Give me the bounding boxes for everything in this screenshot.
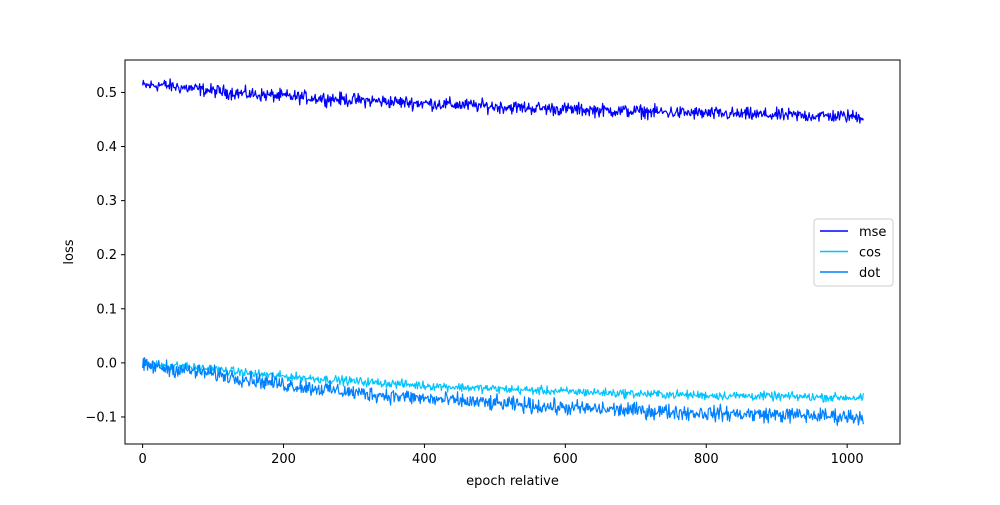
legend-label-cos: cos: [859, 246, 881, 261]
x-axis: 0 200 400 600 800 1000: [138, 444, 864, 467]
series-line-cos: [142, 360, 864, 403]
x-tick-label: 800: [694, 452, 719, 467]
x-tick-label: 400: [412, 452, 437, 467]
x-tick-label: 0: [138, 452, 146, 467]
x-tick-label: 200: [271, 452, 296, 467]
x-tick-label: 1000: [831, 452, 864, 467]
y-tick-label: 0.2: [96, 248, 117, 263]
x-tick-label: 600: [553, 452, 578, 467]
legend-label-mse: mse: [859, 225, 886, 240]
y-axis-label: loss: [62, 239, 77, 264]
legend-label-dot: dot: [859, 266, 880, 281]
series-line-dot: [142, 357, 864, 426]
y-tick-label: 0.3: [96, 194, 117, 209]
series-line-mse: [142, 78, 864, 124]
y-tick-label: 0.1: [96, 302, 117, 317]
legend-items: mse cos dot: [820, 225, 886, 281]
y-tick-label: 0.4: [96, 140, 117, 155]
legend: mse cos dot: [813, 218, 894, 287]
y-tick-label: 0.0: [96, 356, 117, 371]
legend-frame: [813, 218, 894, 287]
plot-lines: [142, 78, 864, 426]
x-axis-label: epoch relative: [466, 474, 559, 489]
axes-frame: [124, 59, 901, 445]
y-tick-label: −0.1: [85, 410, 117, 425]
y-axis: −0.1 0.0 0.1 0.2 0.3 0.4 0.5: [85, 86, 125, 425]
y-tick-label: 0.5: [96, 86, 117, 101]
